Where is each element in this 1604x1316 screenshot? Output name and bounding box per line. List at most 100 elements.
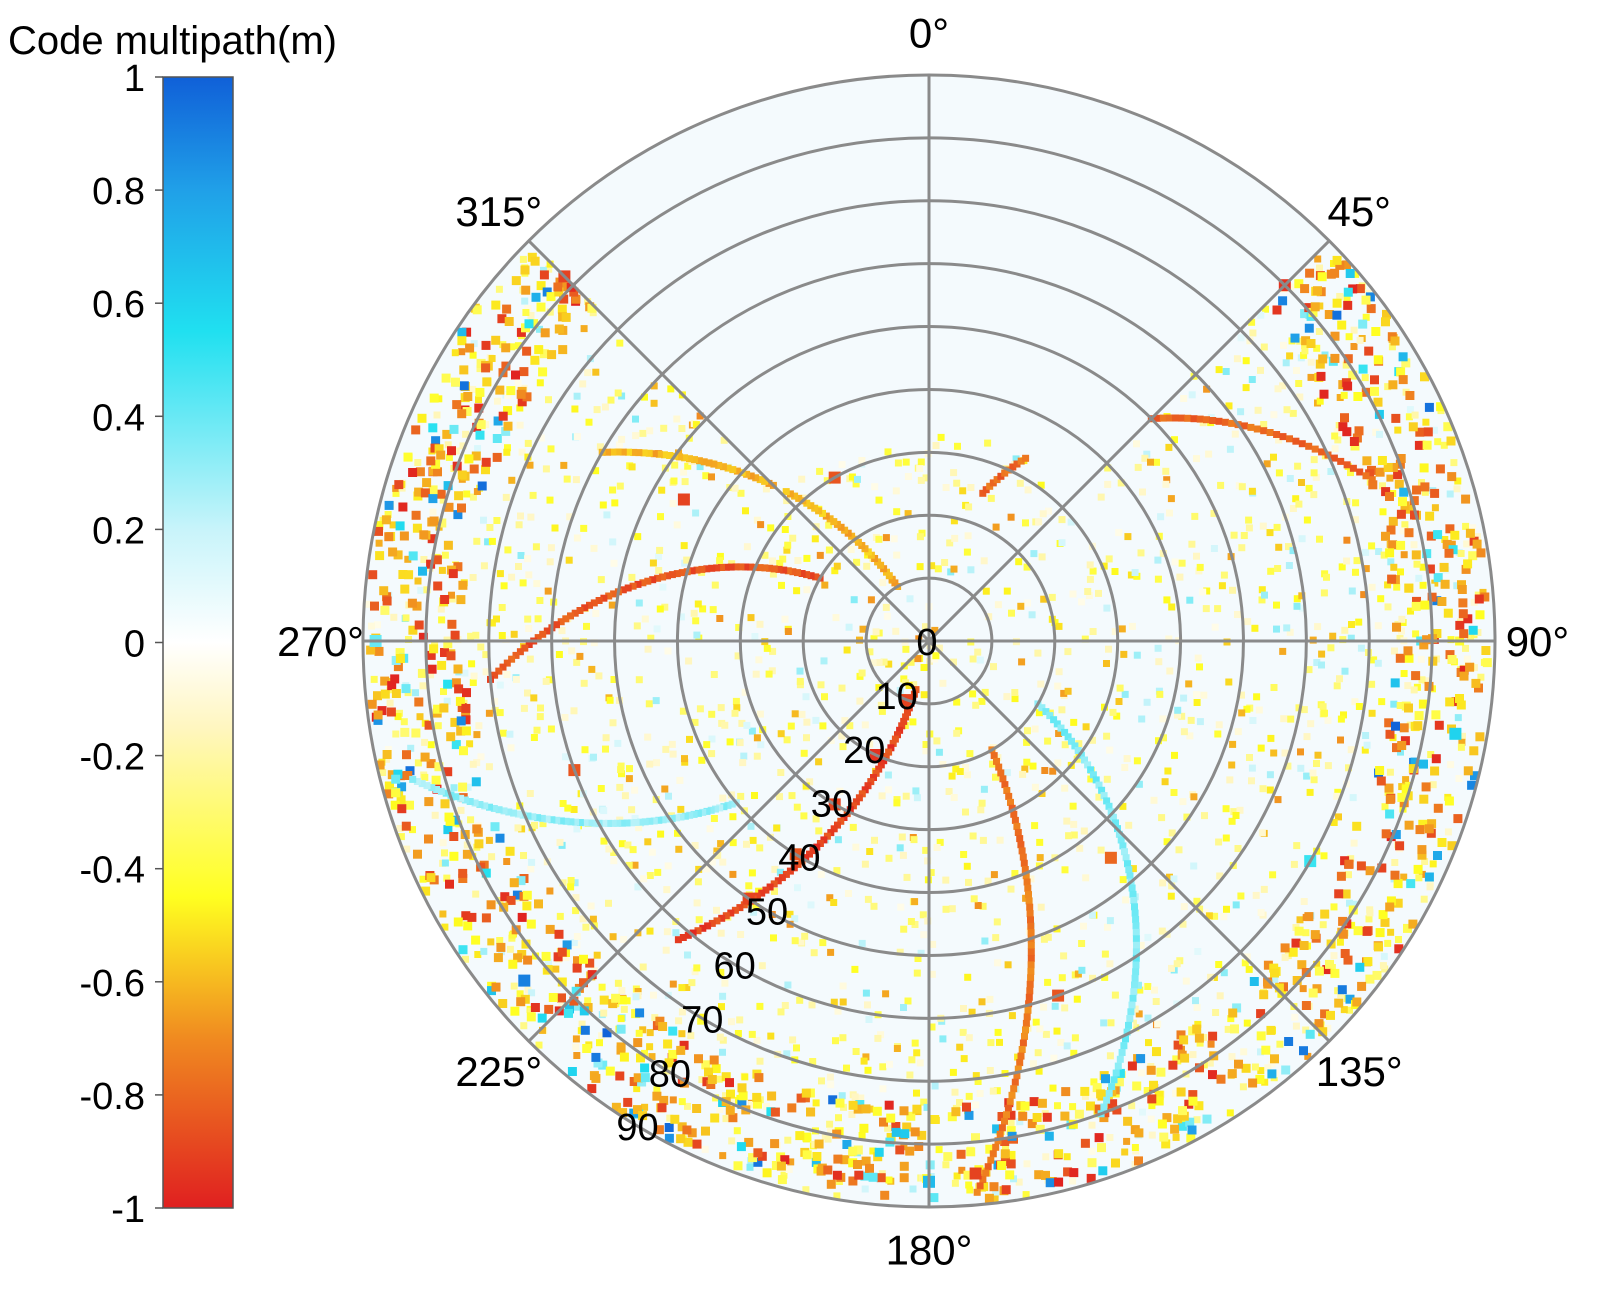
data-point [784,1136,792,1144]
data-point [1185,680,1193,688]
data-point [1343,354,1353,364]
data-point [1009,463,1017,471]
data-point [1100,1103,1108,1111]
data-point [1216,872,1224,880]
data-point [1410,541,1418,549]
data-point [520,265,530,275]
data-point [1238,691,1245,699]
data-point [1133,440,1140,448]
data-point [1003,787,1011,794]
data-point [744,1137,754,1147]
data-point [1122,1035,1129,1043]
data-point [393,769,403,779]
data-point [1273,601,1280,609]
data-point [469,464,479,474]
data-point [420,488,430,498]
data-point [428,784,436,792]
data-point [1070,1049,1078,1057]
data-point [752,670,760,678]
data-point [1408,422,1418,432]
data-point [774,877,782,885]
data-point [1126,872,1134,880]
data-point [1420,600,1430,610]
data-point [519,367,529,377]
data-point [455,696,465,706]
data-point [907,918,915,925]
data-point [521,644,529,652]
data-point [573,956,582,966]
data-point [839,998,847,1006]
data-point [1297,764,1305,772]
data-point [1006,1126,1016,1136]
data-point [1196,718,1204,726]
data-point [931,1082,939,1090]
data-point [419,530,429,540]
data-point [1333,792,1341,800]
data-point [1459,671,1469,681]
data-point [1418,699,1428,709]
data-point [1035,709,1043,717]
data-point [480,562,488,570]
data-point [935,644,943,652]
data-point [861,860,869,868]
data-point [1340,949,1350,958]
data-point [466,740,474,748]
data-point [798,857,806,865]
data-point [1031,822,1039,830]
data-point [1007,798,1014,806]
data-point [1010,810,1018,818]
data-point [571,879,579,887]
data-point [461,709,471,718]
data-point [753,1099,762,1109]
data-point [1086,1101,1095,1111]
data-point [876,1173,886,1183]
data-point [646,817,654,825]
data-point [1032,1018,1040,1026]
data-point [1061,728,1069,736]
data-point [951,1088,959,1096]
data-point [462,407,472,416]
data-point [922,623,929,631]
data-point [1310,930,1320,940]
data-point [665,792,672,800]
data-point [1064,648,1072,656]
data-point [1215,366,1223,374]
data-point [809,847,817,855]
data-point [748,727,756,735]
data-point [1308,988,1318,998]
data-point [1190,793,1198,801]
data-point [640,1063,650,1073]
data-point [1241,422,1248,430]
data-point [1078,966,1086,974]
data-point [566,513,574,521]
data-point [720,803,728,811]
data-point [1307,358,1315,366]
data-point [562,817,570,825]
data-point [1307,720,1315,728]
data-point [469,351,477,359]
data-point [721,979,729,987]
data-point [833,1192,841,1200]
data-point [1266,429,1274,436]
data-point [1327,644,1335,652]
data-point [366,645,376,655]
data-point [1013,460,1021,468]
data-point [893,508,901,516]
data-point [649,576,657,584]
data-point [668,815,676,822]
colorbar-tick-label: -0.4 [80,850,145,892]
data-point [1026,910,1034,918]
data-point [1034,1170,1044,1180]
data-point [1185,1117,1195,1127]
data-point [524,439,532,447]
data-point [1375,548,1383,555]
data-point [812,815,820,823]
data-point [867,596,875,604]
data-point [1457,550,1465,557]
data-point [508,573,516,581]
data-point [793,1044,800,1052]
data-point [390,613,398,621]
data-point [604,448,611,456]
data-point [1132,954,1140,962]
data-point [1027,922,1035,930]
